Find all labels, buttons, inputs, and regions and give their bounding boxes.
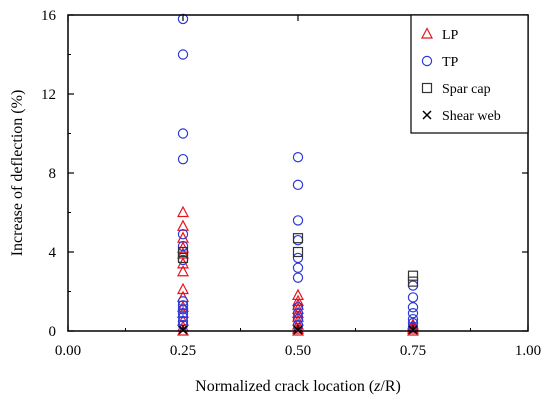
data-point bbox=[292, 234, 304, 246]
data-point bbox=[292, 262, 304, 273]
data-point bbox=[177, 311, 189, 323]
x-tick-label: 1.00 bbox=[515, 343, 541, 359]
y-tick-label: 8 bbox=[49, 166, 57, 182]
data-points bbox=[177, 13, 419, 336]
data-point bbox=[292, 308, 304, 319]
x-tick-label: 0.00 bbox=[55, 343, 81, 359]
data-point bbox=[177, 282, 189, 295]
legend-marker bbox=[421, 82, 433, 94]
x-axis-title: Normalized crack location (z/R) bbox=[195, 378, 401, 395]
data-point bbox=[407, 292, 419, 303]
y-tick-label: 16 bbox=[41, 8, 57, 24]
data-point bbox=[292, 294, 304, 306]
legend-marker bbox=[421, 27, 433, 39]
data-point bbox=[407, 313, 419, 325]
data-point bbox=[177, 153, 189, 165]
data-point bbox=[177, 219, 189, 231]
legend-marker bbox=[422, 110, 432, 120]
y-tick-label: 0 bbox=[49, 324, 57, 340]
data-point bbox=[292, 246, 304, 258]
data-point bbox=[292, 310, 304, 322]
legend-item: TP bbox=[421, 55, 459, 70]
series-lp bbox=[177, 205, 419, 336]
data-point bbox=[292, 302, 304, 314]
x-tick-label: 0.75 bbox=[400, 343, 426, 359]
x-axis-title-prefix: Normalized crack location ( bbox=[195, 378, 374, 395]
data-point bbox=[292, 252, 304, 264]
data-point bbox=[177, 128, 189, 139]
data-point bbox=[292, 151, 304, 163]
data-point bbox=[407, 276, 419, 287]
data-point bbox=[177, 300, 189, 312]
data-point bbox=[292, 215, 304, 226]
legend-label: TP bbox=[442, 55, 459, 70]
data-point bbox=[292, 302, 304, 313]
data-point bbox=[177, 300, 189, 311]
data-point bbox=[177, 229, 189, 240]
legend-label: Shear web bbox=[442, 109, 501, 124]
data-point bbox=[292, 179, 304, 191]
data-point bbox=[177, 257, 189, 269]
y-tick-label: 4 bbox=[49, 245, 57, 261]
series-tp bbox=[177, 13, 419, 333]
y-tick-label: 12 bbox=[41, 87, 56, 103]
legend-marker bbox=[421, 55, 433, 67]
legend-item: LP bbox=[421, 27, 459, 43]
legend-item: Spar cap bbox=[421, 82, 491, 97]
y-axis-title: Increase of deflection (%) bbox=[9, 90, 26, 257]
data-point bbox=[177, 264, 189, 277]
data-point bbox=[292, 233, 304, 244]
data-point bbox=[407, 308, 419, 319]
legend-label: Spar cap bbox=[442, 82, 491, 97]
legend: LP TP Spar cap Shear web bbox=[410, 14, 529, 134]
data-point bbox=[407, 302, 419, 313]
data-point bbox=[177, 240, 189, 252]
data-point bbox=[177, 246, 189, 258]
x-axis-title-variable: z bbox=[373, 378, 381, 395]
legend-item: Shear web bbox=[422, 109, 501, 124]
data-point bbox=[292, 313, 304, 325]
data-point bbox=[177, 296, 189, 307]
legend-label: LP bbox=[442, 28, 459, 43]
data-point bbox=[292, 298, 304, 310]
series-spar-cap bbox=[177, 233, 419, 287]
data-point bbox=[177, 252, 189, 264]
axis-ticks: 0.00 0.25 0.50 0.75 1.00 0 4 8 12 16 bbox=[41, 8, 541, 359]
data-point bbox=[407, 270, 419, 281]
data-point bbox=[292, 272, 304, 283]
data-point bbox=[177, 304, 189, 315]
data-point bbox=[177, 205, 189, 218]
x-axis-title-suffix: /R) bbox=[380, 378, 400, 395]
x-tick-label: 0.50 bbox=[285, 343, 311, 359]
data-point bbox=[177, 49, 189, 60]
data-point bbox=[177, 308, 189, 319]
x-tick-label: 0.25 bbox=[170, 343, 196, 359]
